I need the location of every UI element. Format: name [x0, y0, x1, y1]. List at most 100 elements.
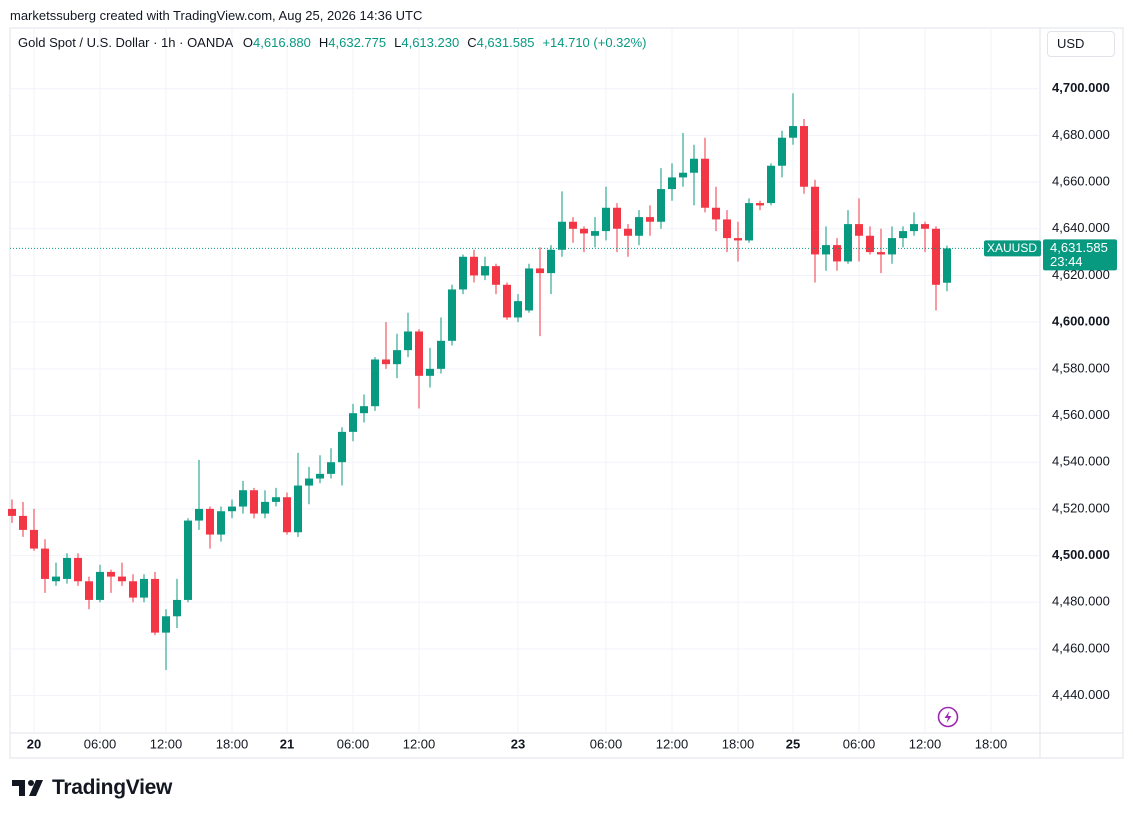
- candle-body: [481, 266, 489, 276]
- candle-body: [239, 490, 247, 507]
- replay-icon[interactable]: [937, 706, 959, 728]
- candle-body: [415, 331, 423, 376]
- candle-body: [184, 520, 192, 600]
- countdown: 23:44: [1050, 254, 1083, 269]
- candle-body: [41, 548, 49, 579]
- candle-body: [151, 578, 159, 633]
- candle-body: [52, 576, 60, 582]
- x-tick-label: 18:00: [975, 736, 1008, 751]
- y-tick-label: 4,540.000: [1052, 454, 1110, 469]
- y-tick-label: 4,460.000: [1052, 640, 1110, 655]
- grid-layer: [10, 28, 1040, 733]
- price-tag-bg: [1043, 239, 1117, 271]
- candle-body: [371, 359, 379, 407]
- candle-body: [96, 571, 104, 600]
- x-tick-label: 21: [280, 736, 294, 751]
- candle-body: [899, 231, 907, 239]
- x-tick-label: 12:00: [656, 736, 689, 751]
- y-tick-label: 4,680.000: [1052, 127, 1110, 142]
- candle-body: [140, 578, 148, 598]
- candle-body: [712, 207, 720, 220]
- y-tick-label: 4,580.000: [1052, 360, 1110, 375]
- chart-frame: [9, 27, 1124, 759]
- candle-body: [30, 529, 38, 549]
- candle-body: [844, 224, 852, 262]
- candle-body: [932, 228, 940, 285]
- x-tick-label: 12:00: [909, 736, 942, 751]
- candle-body: [855, 224, 863, 236]
- candle-body: [217, 511, 225, 535]
- legend-key: C: [467, 35, 477, 50]
- candle-body: [701, 158, 709, 208]
- y-tick-label: 4,520.000: [1052, 500, 1110, 515]
- candle-body: [19, 515, 27, 530]
- x-tick-label: 18:00: [216, 736, 249, 751]
- candle-layer: [8, 93, 951, 670]
- candle-body: [404, 331, 412, 351]
- candle-body: [778, 137, 786, 166]
- currency-button[interactable]: USD: [1047, 31, 1115, 57]
- candle-body: [811, 186, 819, 255]
- candle-body: [943, 248, 951, 283]
- y-tick-label: 4,440.000: [1052, 687, 1110, 702]
- candle-body: [910, 224, 918, 232]
- candle-body: [349, 413, 357, 432]
- candle-body: [525, 268, 533, 311]
- candle-body: [657, 189, 665, 222]
- symbol-header: Gold Spot / U.S. Dollar · 1h · OANDA O4,…: [18, 35, 649, 50]
- candle-body: [382, 359, 390, 365]
- x-tick-label: 23: [511, 736, 525, 751]
- candle-body: [635, 217, 643, 236]
- candle-body: [228, 506, 236, 512]
- y-tick-label: 4,600.000: [1052, 314, 1110, 329]
- candle-body: [536, 268, 544, 274]
- candle-body: [624, 228, 632, 236]
- price-tag: 4,631.585: [1050, 240, 1108, 255]
- candle-body: [437, 340, 445, 369]
- candle-body: [294, 485, 302, 533]
- candle-body: [118, 576, 126, 582]
- candle-body: [305, 478, 313, 486]
- candle-body: [822, 245, 830, 255]
- legend-value: 4,613.230: [401, 35, 460, 50]
- overlay-layer: 4,440.000 4,460.000 4,480.000 4,500.000 4,52…: [10, 80, 1117, 751]
- x-tick-label: 20: [27, 736, 41, 751]
- legend-key: O: [242, 35, 254, 50]
- candle-body: [195, 508, 203, 521]
- candle-body: [338, 431, 346, 463]
- legend-value: 4,616.880: [253, 35, 311, 50]
- y-tick-label: 4,700.000: [1052, 80, 1110, 95]
- candle-body: [514, 301, 522, 318]
- y-tick-label: 4,560.000: [1052, 407, 1110, 422]
- candle-body: [668, 177, 676, 190]
- candle-body: [8, 508, 16, 516]
- candle-body: [272, 497, 280, 502]
- candle-body: [745, 203, 753, 241]
- x-tick-label: 06:00: [590, 736, 623, 751]
- candle-body: [316, 473, 324, 479]
- candle-body: [74, 557, 82, 582]
- candle-body: [602, 207, 610, 232]
- symbol-tag: XAUUSD: [987, 241, 1037, 255]
- candle-body: [426, 368, 434, 376]
- candle-body: [206, 508, 214, 535]
- y-tick-label: 4,660.000: [1052, 174, 1110, 189]
- candle-body: [613, 207, 621, 229]
- change: +14.710 (+0.32%): [542, 35, 647, 50]
- credit: marketssuberg created with TradingView.c…: [10, 8, 423, 23]
- legend-key: L: [394, 35, 402, 50]
- candle-body: [261, 501, 269, 514]
- candle-body: [800, 126, 808, 187]
- candle-body: [833, 245, 841, 262]
- candle-body: [591, 231, 599, 236]
- brand-name: TradingView: [52, 776, 173, 799]
- candle-body: [173, 599, 181, 617]
- candle-body: [448, 289, 456, 341]
- candle-body: [85, 581, 93, 600]
- candle-body: [767, 165, 775, 204]
- candle-body: [107, 571, 115, 577]
- y-tick-label: 4,620.000: [1052, 267, 1110, 282]
- candle-body: [679, 172, 687, 178]
